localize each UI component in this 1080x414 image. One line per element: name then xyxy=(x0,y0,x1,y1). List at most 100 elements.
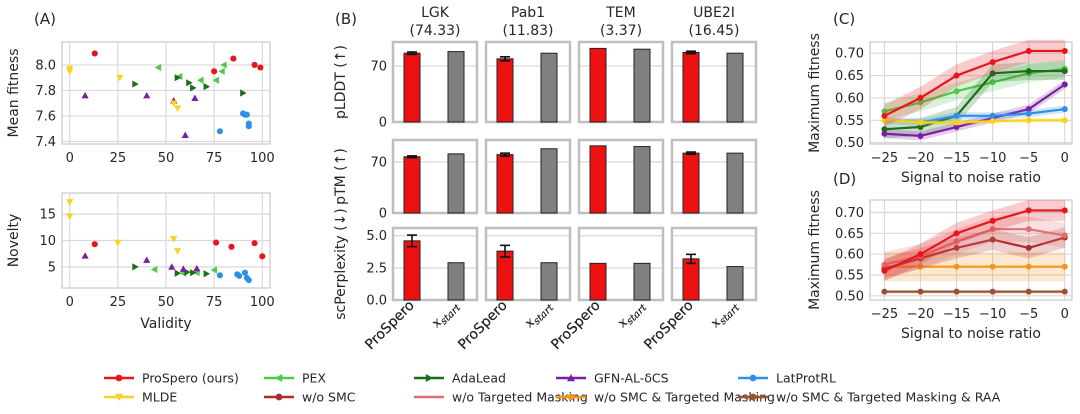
x-axis-label: Signal to noise ratio xyxy=(901,170,1041,186)
x-tick-label: −20 xyxy=(907,151,934,166)
category-label: xstart xyxy=(429,298,464,333)
series-marker xyxy=(1061,47,1068,54)
x-tick-label: 75 xyxy=(206,151,223,166)
data-point xyxy=(245,277,252,284)
column-title: LGK xyxy=(421,5,450,21)
plot-frame xyxy=(869,41,1073,145)
legend-marker xyxy=(115,374,123,382)
series-marker xyxy=(989,288,996,295)
series-marker xyxy=(1061,288,1068,295)
series-marker xyxy=(989,112,996,119)
series-marker xyxy=(1061,263,1068,270)
bar xyxy=(496,58,514,123)
y-tick-label: 7.4 xyxy=(35,135,56,150)
series-marker xyxy=(989,118,996,125)
series-marker xyxy=(917,124,924,130)
data-point xyxy=(170,236,178,243)
subplot-frame xyxy=(484,138,572,215)
series-marker xyxy=(953,230,960,237)
legend-label: w/o Targeted Masking xyxy=(452,390,588,405)
y-tick-label: 10 xyxy=(39,234,56,249)
bar xyxy=(540,262,558,301)
data-point xyxy=(216,272,223,279)
series-marker xyxy=(953,263,960,270)
x-tick-label: 25 xyxy=(110,151,127,166)
data-point xyxy=(210,266,218,274)
series-marker xyxy=(917,132,924,139)
series-marker xyxy=(953,238,960,245)
x-tick-label: 50 xyxy=(158,151,175,166)
legend-marker xyxy=(749,374,757,382)
data-point xyxy=(190,269,197,277)
series-marker xyxy=(881,117,888,124)
x-tick-label: −25 xyxy=(871,307,898,322)
category-label: ProSpero xyxy=(641,298,697,354)
legend-marker xyxy=(115,393,123,401)
series-marker xyxy=(1025,47,1032,54)
bar xyxy=(633,146,651,214)
data-point xyxy=(91,241,98,248)
category-label: ProSpero xyxy=(548,298,604,354)
y-tick-label: 0.65 xyxy=(835,227,864,242)
bar xyxy=(447,51,465,123)
y-tick-label: 8.0 xyxy=(35,58,56,73)
panel-b: LGK (74.33) Pab1 (11.83) TEM (3.37) UBE2I (16.4… xyxy=(333,5,758,354)
legend-marker xyxy=(567,393,575,401)
series-marker xyxy=(989,263,996,270)
x-tick-label: 25 xyxy=(110,295,127,310)
category-label: xstart xyxy=(522,298,557,333)
data-point xyxy=(181,131,189,138)
legend-marker xyxy=(275,393,283,401)
x-tick-label: −10 xyxy=(979,151,1006,166)
data-point xyxy=(174,269,182,277)
category-label-sub: start xyxy=(532,302,557,327)
category-label-sub: start xyxy=(718,302,743,327)
x-axis-label: Signal to noise ratio xyxy=(901,326,1041,342)
data-point xyxy=(218,67,225,75)
column-value: (11.83) xyxy=(502,23,553,39)
bar xyxy=(540,148,558,214)
data-point xyxy=(240,89,247,97)
category-label: xstart xyxy=(708,298,743,333)
subplot-frame xyxy=(577,226,665,302)
data-point xyxy=(173,248,182,255)
column-title: UBE2I xyxy=(693,5,735,21)
series-marker xyxy=(953,244,960,251)
y-tick-label: 0.65 xyxy=(835,69,864,84)
legend-marker xyxy=(275,374,283,382)
bar xyxy=(403,156,421,214)
series-marker xyxy=(1025,207,1032,214)
series-line xyxy=(884,119,1065,124)
legend-label: GFN-AL-δCS xyxy=(594,371,669,386)
series-marker xyxy=(989,79,996,86)
x-tick-label: 75 xyxy=(206,295,223,310)
series-marker xyxy=(989,217,996,224)
subplot-frame xyxy=(484,40,572,124)
data-point xyxy=(132,80,139,88)
series-marker xyxy=(1061,106,1068,113)
series-marker xyxy=(1025,68,1032,75)
panel-d: −25 −20 −15 −10 −5 0 0.50 0.55 0.60 0.65 0.70 Maxim… xyxy=(807,190,1073,342)
y-tick-label: 0.55 xyxy=(835,269,864,284)
series-marker xyxy=(989,236,996,243)
bar xyxy=(447,153,465,214)
y-tick-label: 2.5 xyxy=(366,261,387,276)
legend-label: ProSpero (ours) xyxy=(142,371,239,386)
legend-marker xyxy=(749,393,757,401)
y-tick-label: 0.60 xyxy=(835,91,864,106)
bar xyxy=(726,266,744,301)
data-point xyxy=(154,63,162,72)
bar xyxy=(496,154,514,214)
series-marker xyxy=(953,112,960,119)
bar xyxy=(682,51,700,123)
bar xyxy=(447,262,465,301)
series-marker xyxy=(989,70,996,77)
subplot-frame xyxy=(670,138,758,215)
series-marker xyxy=(881,130,888,137)
bar xyxy=(726,152,744,214)
data-point xyxy=(236,272,243,279)
y-tick-label: 0.50 xyxy=(835,136,864,151)
data-point xyxy=(212,76,219,84)
series-marker xyxy=(881,112,888,119)
